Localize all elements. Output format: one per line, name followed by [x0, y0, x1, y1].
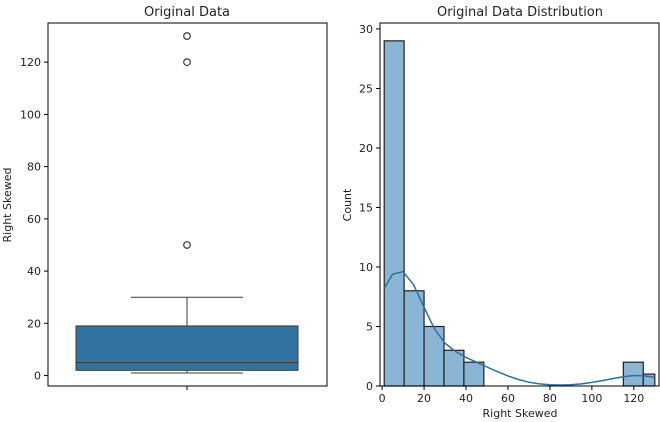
histogram-bar	[423, 325, 445, 387]
histogram-x-tick-label: 20	[417, 392, 431, 405]
boxplot-marks	[75, 32, 299, 374]
boxplot-title: Original Data	[144, 5, 230, 20]
boxplot-y-tick-label: 40	[27, 265, 41, 278]
histogram-y-tick-label: 25	[359, 82, 373, 95]
histogram-bar	[443, 349, 465, 387]
histogram-y-tick-label: 15	[359, 201, 373, 214]
histogram-y-tick-label: 30	[359, 23, 373, 36]
boxplot-box	[75, 325, 299, 371]
boxplot-y-tick-label: 0	[34, 370, 41, 383]
histogram-x-tick-label: 80	[543, 392, 557, 405]
histogram-panel: Original Data Distribution 051015202530 …	[341, 5, 660, 420]
boxplot-outlier	[183, 32, 191, 40]
boxplot-panel: Original Data 0 20 40 60 80 100 120 Right Skew…	[1, 5, 328, 390]
boxplot-outlier	[183, 58, 191, 67]
boxplot-y-tick-label: 120	[20, 56, 41, 69]
boxplot-outlier	[183, 241, 191, 249]
histogram-y-tick-label: 10	[359, 261, 373, 274]
histogram-bar	[403, 290, 425, 387]
histogram-bar	[622, 361, 644, 387]
boxplot-y-ticks: 0 20 40 60 80 100 120	[20, 56, 48, 383]
boxplot-y-tick-label: 100	[20, 108, 41, 121]
boxplot-y-tick-label: 60	[27, 213, 41, 226]
histogram-y-tick-label: 20	[359, 142, 373, 155]
histogram-kde-line	[383, 270, 655, 386]
histogram-bar	[463, 361, 485, 387]
histogram-x-tick-label: 0	[379, 392, 386, 405]
boxplot-y-axis-label: Right Skewed	[1, 168, 14, 243]
histogram-frame	[379, 22, 660, 387]
histogram-title: Original Data Distribution	[437, 5, 603, 20]
histogram-y-tick-label: 0	[366, 380, 373, 393]
histogram-bars	[383, 40, 656, 387]
boxplot-y-tick-label: 80	[27, 161, 41, 174]
histogram-y-ticks: 0 5 10 15 20 25 30	[359, 23, 380, 393]
histogram-y-tick-label: 5	[366, 320, 373, 333]
histogram-bar	[383, 40, 405, 387]
histogram-x-tick-label: 100	[581, 392, 602, 405]
histogram-x-tick-label: 120	[623, 392, 644, 405]
histogram-x-axis-label: Right Skewed	[483, 407, 558, 420]
histogram-y-axis-label: Count	[341, 188, 354, 221]
boxplot-y-tick-label: 20	[27, 317, 41, 330]
histogram-x-tick-label: 60	[501, 392, 515, 405]
histogram-x-ticks: 0 20 40 60 80 100 120	[379, 386, 644, 405]
histogram-x-tick-label: 40	[459, 392, 473, 405]
